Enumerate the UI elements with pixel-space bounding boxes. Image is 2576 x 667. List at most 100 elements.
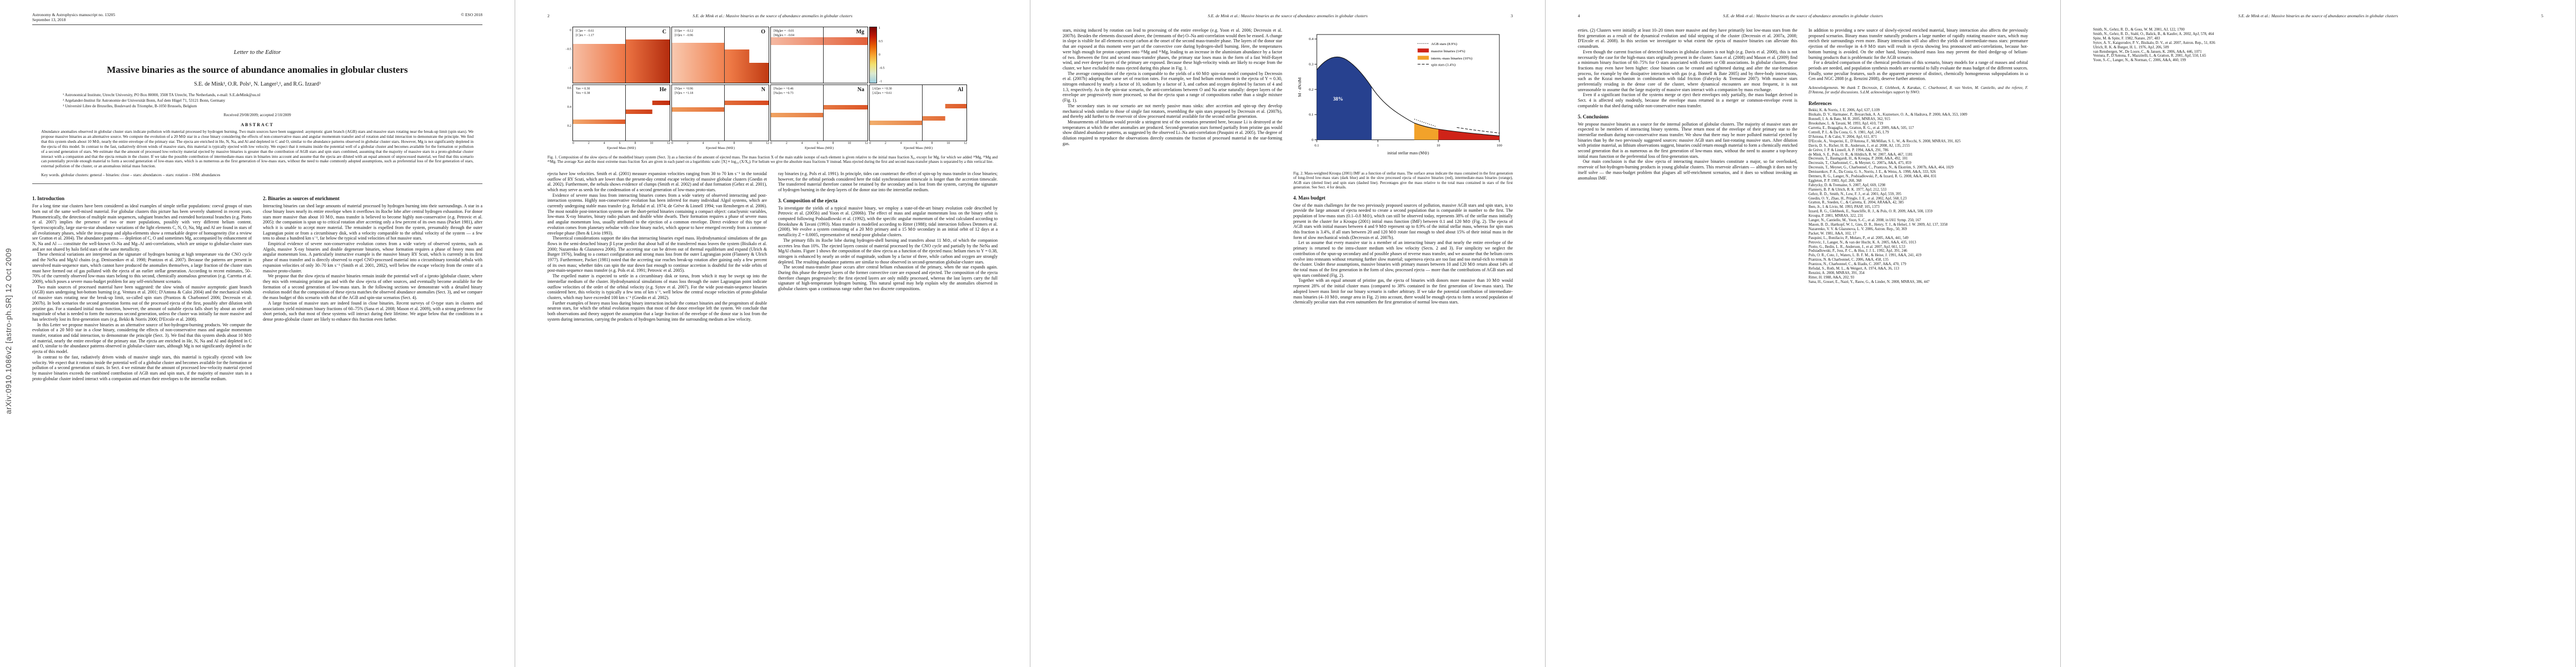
paragraph: Together with an equal amount of pristin…	[1293, 278, 1513, 305]
reference-item: Decressin, T., Charbonnel, C., & Meynet,…	[1808, 161, 1911, 166]
reference-item: Iben, Jr., I. & Livio, M. 1993, PASP, 10…	[1808, 205, 1880, 210]
x-tick-label: 10	[848, 142, 851, 145]
page2-body: ejecta have low velocities. Smith et al.…	[547, 171, 998, 322]
reference-item: Ritter, H. 1988, A&A, 202, 93	[1808, 275, 1855, 280]
paragraph: Further examples of heavy mass loss duri…	[547, 300, 767, 322]
x-tick-label: 4	[702, 142, 704, 145]
paragraph: These chemical variations are interprete…	[32, 252, 252, 284]
page3-right-column: 0.1 1 10 100 0 0.1 0.2 0.3 0.4 initial s…	[1293, 28, 1513, 305]
x-axis-label: initial stellar mass (M⊙)	[1387, 151, 1429, 156]
section-heading: 2. Binaries as sources of enrichment	[263, 196, 340, 202]
x-tick-label: 8	[931, 142, 933, 145]
page-2: 2 S.E. de Mink et al.: Massive binaries …	[515, 0, 1030, 667]
reference-item: Gehrz, R. D., Smith, N., Low, F. J., et …	[1808, 192, 1902, 196]
reference-item: Sytov, A. Y., Kaigorodov, P. V., Bisikal…	[2093, 41, 2215, 45]
y-tick-label: 0.3	[1309, 63, 1314, 67]
section-heading: 5. Conclusions	[1578, 113, 1609, 120]
x-tick-label: 12	[766, 142, 769, 145]
x-tick-label: 0.1	[1314, 144, 1319, 148]
legend-agb-label: AGB stars (8.9%)	[1431, 42, 1457, 46]
reference-item: Yoon, S.-C., Langer, N., & Norman, C. 20…	[2093, 58, 2186, 63]
page1-header: Astronomy & Astrophysics manuscript no. …	[32, 12, 482, 22]
panel-annotation-extreme: [N]ex = +1.18	[675, 92, 694, 95]
paragraph: Evidence of severe mass loss from intera…	[547, 192, 767, 236]
x-tick-label: 0	[572, 142, 574, 145]
reference-item: Flannery, B. P. & Ulrich, R. K. 1977, Ap…	[1808, 187, 1887, 192]
panel-annotation-average: [Na]av = +0.46	[774, 87, 794, 91]
figure1-panel-cell: Mg [Mg]av = −0.01 [Mg]ex = −0.04	[770, 27, 868, 83]
element-label: Al	[958, 87, 963, 93]
figure2-svg: 0.1 1 10 100 0 0.1 0.2 0.3 0.4 initial s…	[1297, 34, 1503, 156]
figure1-caption: Fig. 1. Composition of the slow ejecta o…	[547, 155, 998, 165]
running-title: S.E. de Mink et al.: Massive binaries as…	[2238, 13, 2398, 18]
running-header: 4 S.E. de Mink et al.: Massive binaries …	[1578, 13, 2028, 18]
x-tick-label: 8	[634, 142, 636, 145]
reference-item: Petrovic, J., Langer, N., & van der Huch…	[1808, 240, 1916, 245]
paragraph: Let us assume that every massive star is…	[1293, 240, 1513, 278]
reference-item: Davis, D. S., Richer, H. B., Anderson, J…	[1808, 143, 1910, 148]
paragraph: For a detailed comparison of the chemica…	[1808, 60, 2028, 82]
paragraph: stars, mixing induced by rotation can le…	[1063, 28, 1282, 71]
legend-spin-stars-label: spin stars (3.4%)	[1431, 63, 1456, 67]
paragraph: The expelled matter is expected to settl…	[547, 273, 767, 300]
reference-item: Podsiadlowski, P., Joss, P. C., & Hsu, J…	[1808, 249, 1907, 253]
page3-right-flow: 4. Mass budget One of the main challenges…	[1293, 195, 1513, 305]
paragraph: ejecta have low velocities. Smith et al.…	[547, 171, 767, 192]
x-tick-label: 2	[884, 142, 886, 145]
reference-item: Detmers, R. G., Langer, N., Podsiadlowsk…	[1808, 175, 1937, 179]
figure2-caption: Fig. 2. Mass-weighted Kroupa (2001) IMF …	[1293, 171, 1513, 190]
running-header: S.E. de Mink et al.: Massive binaries as…	[2093, 13, 2543, 18]
x-tick-label: 6	[816, 142, 819, 145]
x-tick-label: 100	[1497, 144, 1503, 148]
panel-annotation-extreme: [Al]ex = +0.61	[873, 92, 892, 95]
colorbar-tick-label: 1	[879, 27, 880, 30]
y-tick-label: 0.6	[567, 87, 571, 90]
page4-left-column: erties. (2) Clusters were initially at l…	[1578, 28, 1797, 285]
reference-item: Izzard, R. G., Glebbeek, E., Stancliffe,…	[1808, 210, 1933, 214]
x-tick-label: 4	[603, 142, 605, 145]
x-tick-label: 10	[749, 142, 753, 145]
paragraph: The average composition of the ejecta is…	[1063, 71, 1282, 103]
affiliation-line: ¹ Astronomical Institute, Utrecht Univer…	[63, 93, 261, 97]
reference-item: Bisikalo, D. V., Harmanec, P., Boyarchuk…	[1808, 113, 1967, 117]
reference-item: D'Antona, F. & Caloi, V. 2004, ApJ, 611,…	[1808, 135, 1877, 139]
colorbar	[869, 27, 877, 83]
section-heading: 3. Composition of the ejecta	[778, 197, 838, 203]
page4-right-flow: In addition to providing a new source of…	[1808, 28, 2028, 82]
x-tick-label: 6	[619, 142, 621, 145]
x-tick-label: 10	[650, 142, 654, 145]
page-1: Astronomy & Astrophysics manuscript no. …	[0, 0, 515, 667]
figure1-panel-cell: Na [Na]av = +0.46 [Na]ex = +0.73 0 2 4 6 8 10 12 E…	[770, 84, 868, 150]
x-tick-label: 2	[686, 142, 689, 145]
panel-annotation-average: Yav = 0.30	[576, 87, 590, 91]
reference-item: Spite, M. & Spite, F. 1982, Nature, 297,…	[2093, 36, 2160, 41]
x-tick-label: 2	[587, 142, 590, 145]
reference-item: Carretta, E., Bragaglia, A., Gratton, R.…	[1808, 126, 1914, 131]
x-tick-label: 0	[770, 142, 772, 145]
y-tick-label: 0.4	[1309, 37, 1314, 41]
reference-item: Fabrycky, D. & Tremaine, S. 2007, ApJ, 6…	[1808, 183, 1886, 187]
figure1-panel: O [O]av = −0.12 [O]ex = −0.96	[671, 27, 769, 83]
phase-separator-line	[625, 85, 626, 141]
reference-item: Pasquini, L., Bonifacio, P., Molaro, P.,…	[1808, 236, 1909, 240]
phase-separator-line	[823, 27, 824, 83]
reference-item: van Rensbergen, W., De Loore, C., & Jans…	[2093, 49, 2202, 54]
figure1-panel: Mg [Mg]av = −0.01 [Mg]ex = −0.04	[770, 27, 868, 83]
paragraph: Interacting binaries can shed large amou…	[263, 203, 482, 241]
affiliations-block: ¹ Astronomical Institute, Utrecht Univer…	[63, 93, 452, 109]
reference-item: Langer, N., Cantiello, M., Yoon, S.-C., …	[1808, 218, 1921, 223]
legend-massive-binaries-marker	[1417, 48, 1429, 53]
x-tick-label: 8	[832, 142, 834, 145]
section-heading: 4. Mass budget	[1293, 195, 1326, 201]
reference-item: D'Ercole, A., Vesperini, E., D'Antona, F…	[1808, 139, 1961, 143]
x-tick-labels: 0 2 4 6 8 10 12	[572, 142, 670, 145]
figure1-panel-cell: O [O]av = −0.12 [O]ex = −0.96	[671, 27, 769, 83]
x-axis-label: Ejected Mass (M⊙)	[804, 146, 834, 150]
figure1: 0 −0.5 −1 C [C]av = −0.61 [C]ex = −1.17 O [O]av…	[562, 27, 983, 150]
reference-item: Gratton, R., Sneden, C., & Carretta, E. …	[1808, 201, 1904, 205]
panel-annotation-average: [Al]av = +0.30	[873, 87, 892, 91]
affiliation-line: ² Argelander-Institut für Astronomie der…	[63, 98, 226, 103]
page-4: 4 S.E. de Mink et al.: Massive binaries …	[1546, 0, 2061, 667]
manuscript-id: Astronomy & Astrophysics manuscript no. …	[32, 12, 116, 17]
reference-item: Sana, H., Gosset, E., Nazé, Y., Rauw, G.…	[1808, 280, 1930, 284]
